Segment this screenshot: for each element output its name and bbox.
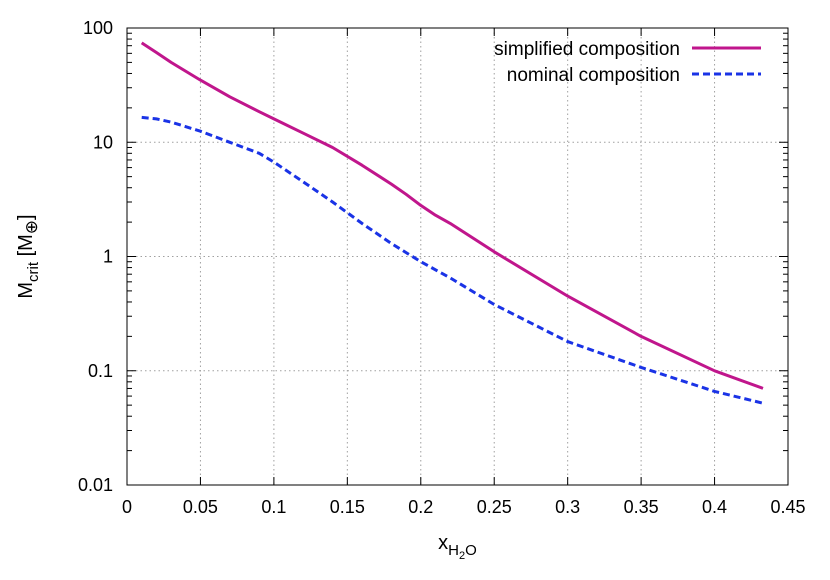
series-lines	[140, 41, 764, 405]
y-axis-label: Mcrit [M⊕]	[15, 214, 42, 298]
y-tick-label: 1	[103, 247, 113, 267]
y-tick-label: 0.1	[88, 361, 113, 381]
x-tick-label: 0.15	[330, 497, 365, 517]
x-tick-label: 0.4	[702, 497, 727, 517]
y-tick-label: 0.01	[78, 475, 113, 495]
x-tick-label: 0.2	[408, 497, 433, 517]
x-tick-label: 0.05	[183, 497, 218, 517]
x-tick-label: 0.1	[261, 497, 286, 517]
legend-label: simplified composition	[494, 39, 680, 60]
x-tick-label: 0.45	[770, 497, 805, 517]
x-tick-label: 0	[122, 497, 132, 517]
x-axis-label: xH2O	[438, 532, 477, 562]
x-tick-label: 0.25	[477, 497, 512, 517]
x-tick-label: 0.35	[624, 497, 659, 517]
series-line-nominal	[141, 115, 764, 405]
y-tick-label: 100	[83, 18, 113, 38]
axis-ticks: 0 0.05 0.1 0.15 0.2 0.25 0.3 0.35 0.4 0.45 0.01 0.1…	[78, 18, 806, 517]
legend: simplified composition nominal compositio…	[494, 39, 761, 86]
legend-label: nominal composition	[507, 65, 680, 86]
y-tick-label: 10	[93, 132, 113, 152]
x-tick-label: 0.3	[555, 497, 580, 517]
series-line-simplified	[140, 41, 764, 390]
